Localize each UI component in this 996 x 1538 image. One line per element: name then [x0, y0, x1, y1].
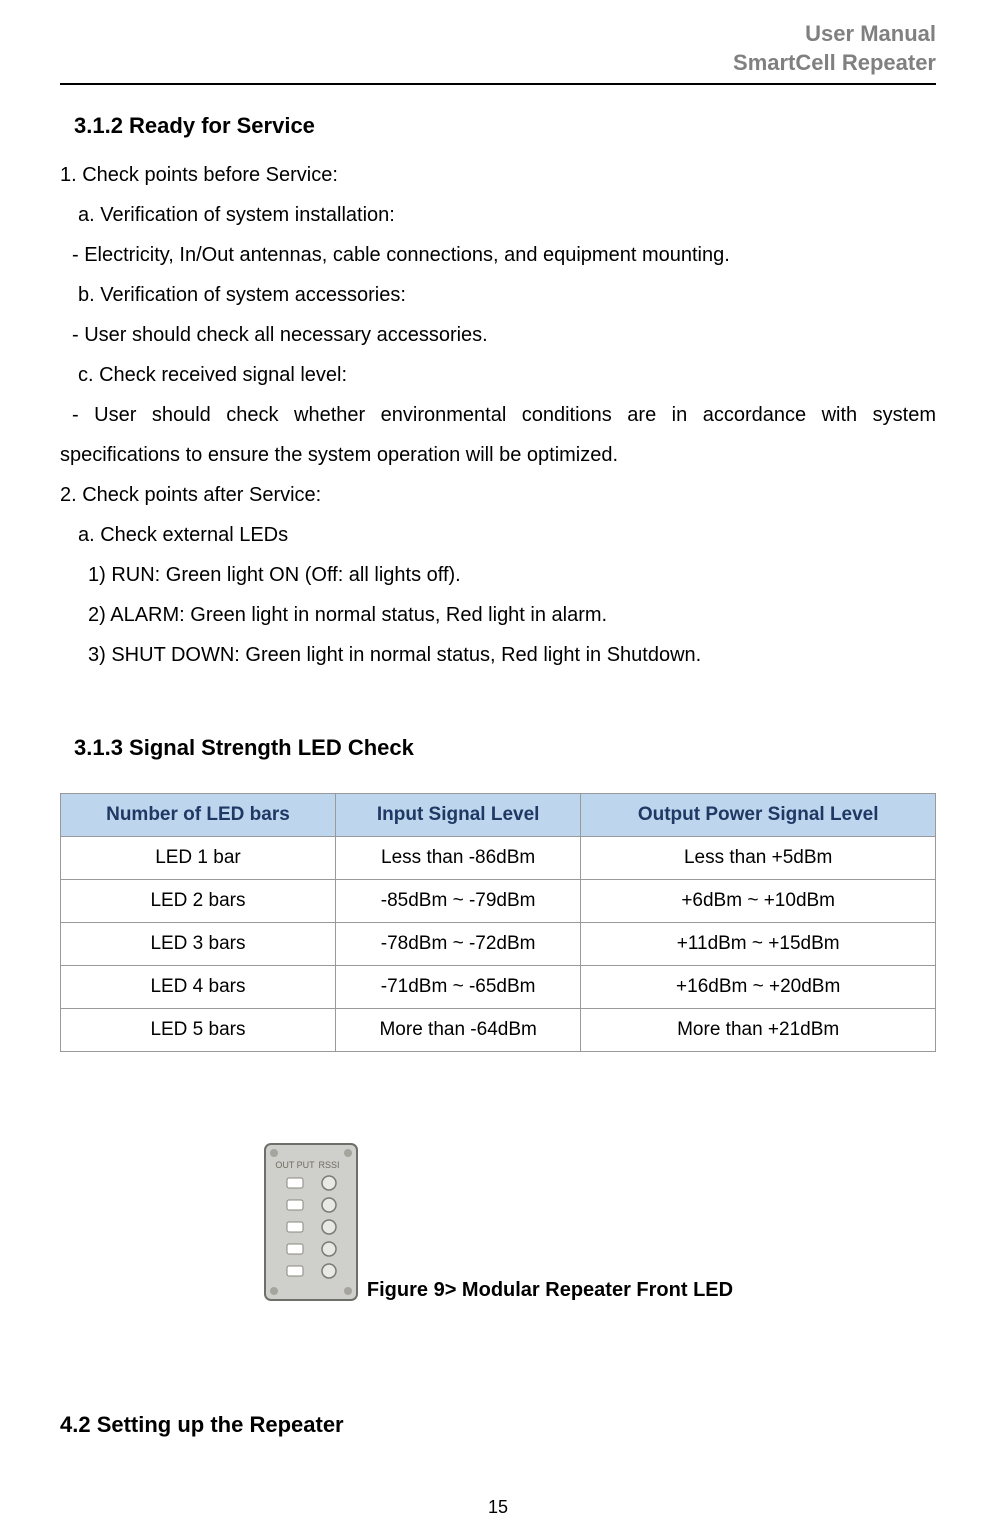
table-cell: LED 2 bars	[61, 880, 336, 923]
header-rule	[60, 83, 936, 85]
led-label-rssi: RSSI	[318, 1160, 339, 1170]
led-circle-icon	[322, 1264, 336, 1278]
table-cell: LED 5 bars	[61, 1009, 336, 1052]
table-cell: Less than +5dBm	[581, 837, 936, 880]
text-2a-2: 2) ALARM: Green light in normal status, …	[60, 595, 936, 635]
text-1b: b. Verification of system accessories:	[60, 275, 936, 315]
text-2a-1: 1) RUN: Green light ON (Off: all lights …	[60, 555, 936, 595]
text-1c: c. Check received signal level:	[60, 355, 936, 395]
header: User Manual SmartCell Repeater	[60, 20, 936, 77]
led-bar-icon	[287, 1266, 303, 1276]
header-line-2: SmartCell Repeater	[60, 49, 936, 78]
led-bar-icon	[287, 1222, 303, 1232]
header-line-1: User Manual	[60, 20, 936, 49]
heading-4-2: 4.2 Setting up the Repeater	[60, 1412, 936, 1438]
table-header-cell: Output Power Signal Level	[581, 794, 936, 837]
table-row: LED 1 bar Less than -86dBm Less than +5d…	[61, 837, 936, 880]
table-header-row: Number of LED bars Input Signal Level Ou…	[61, 794, 936, 837]
table-cell: More than +21dBm	[581, 1009, 936, 1052]
table-cell: Less than -86dBm	[335, 837, 580, 880]
table-cell: LED 4 bars	[61, 966, 336, 1009]
text-1a: a. Verification of system installation:	[60, 195, 936, 235]
figure-9: OUT PUT RSSI	[60, 1142, 936, 1302]
page-number: 15	[0, 1497, 996, 1518]
page: User Manual SmartCell Repeater 3.1.2 Rea…	[0, 0, 996, 1538]
table-cell: +6dBm ~ +10dBm	[581, 880, 936, 923]
signal-table: Number of LED bars Input Signal Level Ou…	[60, 793, 936, 1052]
text-2a: a. Check external LEDs	[60, 515, 936, 555]
led-label-output: OUT PUT	[275, 1160, 315, 1170]
table-cell: More than -64dBm	[335, 1009, 580, 1052]
led-circle-icon	[322, 1176, 336, 1190]
table-cell: -71dBm ~ -65dBm	[335, 966, 580, 1009]
led-label-output-text: OUT PUT	[275, 1160, 315, 1170]
table-cell: LED 3 bars	[61, 923, 336, 966]
led-bar-icon	[287, 1244, 303, 1254]
text-1b-detail: - User should check all necessary access…	[60, 315, 936, 355]
table-cell: -85dBm ~ -79dBm	[335, 880, 580, 923]
led-circle-icon	[322, 1198, 336, 1212]
heading-3-1-2: 3.1.2 Ready for Service	[60, 113, 936, 139]
table-header-cell: Input Signal Level	[335, 794, 580, 837]
text-1: 1. Check points before Service:	[60, 155, 936, 195]
screw-icon	[344, 1149, 352, 1157]
table-cell: -78dBm ~ -72dBm	[335, 923, 580, 966]
table-row: LED 2 bars -85dBm ~ -79dBm +6dBm ~ +10dB…	[61, 880, 936, 923]
table-row: LED 4 bars -71dBm ~ -65dBm +16dBm ~ +20d…	[61, 966, 936, 1009]
led-bar-icon	[287, 1200, 303, 1210]
table-cell: +16dBm ~ +20dBm	[581, 966, 936, 1009]
text-1c-detail-line2: specifications to ensure the system oper…	[60, 435, 936, 475]
table-cell: LED 1 bar	[61, 837, 336, 880]
screw-icon	[270, 1287, 278, 1295]
led-panel-icon: OUT PUT RSSI	[263, 1142, 359, 1302]
text-1a-detail: - Electricity, In/Out antennas, cable co…	[60, 235, 936, 275]
led-bar-icon	[287, 1178, 303, 1188]
table-row: LED 3 bars -78dBm ~ -72dBm +11dBm ~ +15d…	[61, 923, 936, 966]
table-row: LED 5 bars More than -64dBm More than +2…	[61, 1009, 936, 1052]
table-cell: +11dBm ~ +15dBm	[581, 923, 936, 966]
text-2: 2. Check points after Service:	[60, 475, 936, 515]
screw-icon	[344, 1287, 352, 1295]
figure-caption: Figure 9> Modular Repeater Front LED	[367, 1279, 733, 1302]
led-circle-icon	[322, 1242, 336, 1256]
led-circle-icon	[322, 1220, 336, 1234]
heading-3-1-3: 3.1.3 Signal Strength LED Check	[60, 735, 936, 761]
table-header-cell: Number of LED bars	[61, 794, 336, 837]
text-1c-detail-line1: - User should check whether environmenta…	[60, 395, 936, 435]
text-2a-3: 3) SHUT DOWN: Green light in normal stat…	[60, 635, 936, 675]
screw-icon	[270, 1149, 278, 1157]
